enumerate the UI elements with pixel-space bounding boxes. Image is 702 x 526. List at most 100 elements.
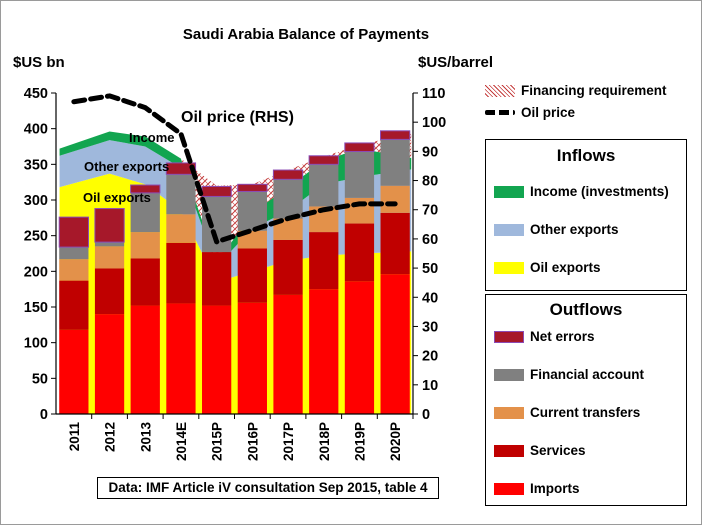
income-annotation: Income xyxy=(129,130,175,145)
bar-financial-account xyxy=(309,164,339,207)
oil-price-layer xyxy=(71,93,398,245)
y-tick-label-right: 80 xyxy=(422,174,438,190)
bar-net-errors xyxy=(272,169,304,180)
bar-financial-account xyxy=(237,191,267,231)
swatch-icon xyxy=(494,482,524,495)
legend-label: Income (investments) xyxy=(530,184,669,199)
legend-label: Other exports xyxy=(530,222,619,237)
y-tick-label-right: 0 xyxy=(422,407,430,423)
legend-label: Financial account xyxy=(530,367,645,382)
y-tick-label-right: 100 xyxy=(422,115,446,131)
legend-inflows: Inflows Income (investments) Other expor… xyxy=(485,139,687,291)
y-tick-label-left: 450 xyxy=(24,86,48,102)
legend-item-income: Income (investments) xyxy=(494,184,669,199)
bar-financial-account xyxy=(380,139,410,186)
y-tick-label-left: 200 xyxy=(24,264,48,280)
x-tick-label: 2018P xyxy=(317,422,332,461)
y-tick-label-left: 50 xyxy=(32,371,48,387)
bar-services xyxy=(130,258,160,306)
legend-outflows-title: Outflows xyxy=(549,300,623,319)
x-tick-label: 2017P xyxy=(281,422,296,461)
bar-net-errors xyxy=(130,184,161,194)
legend-item-oil-price: Oil price xyxy=(485,105,575,120)
bar-services xyxy=(380,212,410,275)
swatch-icon xyxy=(494,223,524,236)
bar-imports xyxy=(130,305,160,414)
bar-current-transfers xyxy=(130,232,160,259)
bar-services xyxy=(94,268,125,315)
y-tick-label-right: 90 xyxy=(422,144,438,160)
bar-imports xyxy=(94,314,125,414)
bar-services xyxy=(344,223,375,282)
swatch-icon xyxy=(494,185,524,198)
bar-financial-account xyxy=(59,247,89,260)
legend-item-other-exports: Other exports xyxy=(494,222,619,237)
bar-imports xyxy=(202,305,232,414)
bar-net-errors xyxy=(201,185,232,197)
bar-current-transfers xyxy=(273,218,303,240)
legend-item-oil-exports: Oil exports xyxy=(494,260,601,275)
bar-services xyxy=(166,242,196,304)
bar-current-transfers xyxy=(59,259,89,281)
y-tick-label-left: 150 xyxy=(24,300,48,316)
y-tick-label-right: 10 xyxy=(422,378,438,394)
y-tick-label-left: 250 xyxy=(24,229,48,245)
bar-services xyxy=(309,232,339,290)
bar-financial-account xyxy=(273,179,303,219)
oil-exports-annotation: Oil exports xyxy=(83,190,151,205)
bar-net-errors xyxy=(58,216,89,248)
legend-label: Imports xyxy=(530,481,580,496)
bar-imports xyxy=(166,303,196,414)
y-tick-label-right: 20 xyxy=(422,349,438,365)
bar-imports xyxy=(344,281,375,414)
x-tick-label: 2019P xyxy=(352,422,367,461)
bar-services xyxy=(59,280,89,330)
swatch-icon xyxy=(494,406,524,419)
bar-current-transfers xyxy=(380,185,410,213)
y-axis-right-label: $US/barrel xyxy=(418,54,493,71)
swatch-icon xyxy=(494,444,524,457)
bar-net-errors xyxy=(344,142,375,152)
oil-price-line xyxy=(71,93,398,245)
dashed-line-swatch-icon xyxy=(485,110,515,115)
bar-net-errors xyxy=(237,183,268,192)
y-tick-label-right: 60 xyxy=(422,232,438,248)
bar-net-errors xyxy=(94,208,125,243)
bar-net-errors xyxy=(308,155,339,165)
legend-label: Services xyxy=(530,443,586,458)
legend-outflows: Outflows Net errors Financial account Cu… xyxy=(485,294,687,506)
bar-financial-account xyxy=(344,151,375,198)
other-exports-annotation: Other exports xyxy=(84,159,169,174)
bar-financial-account xyxy=(166,174,196,215)
bar-net-errors xyxy=(165,162,197,175)
bar-imports xyxy=(309,289,339,414)
legend-item-services: Services xyxy=(494,443,586,458)
legend-item-net-errors: Net errors xyxy=(494,329,595,344)
swatch-icon xyxy=(494,330,524,343)
y-tick-label-right: 50 xyxy=(422,261,438,277)
swatch-icon xyxy=(494,368,524,381)
chart-title: Saudi Arabia Balance of Payments xyxy=(183,26,429,43)
source-note: Data: IMF Article iV consultation Sep 20… xyxy=(97,477,439,499)
legend-label: Net errors xyxy=(530,329,595,344)
area-financing-requirement xyxy=(59,131,412,263)
legend-inflows-title: Inflows xyxy=(556,146,616,165)
bar-net-errors xyxy=(380,130,411,140)
x-tick-label: 2015P xyxy=(210,422,225,461)
bar-financial-account xyxy=(130,192,160,233)
legend-label: Current transfers xyxy=(530,405,641,420)
y-tick-label-left: 100 xyxy=(24,336,48,352)
y-tick-label-left: 350 xyxy=(24,157,48,173)
legend-item-imports: Imports xyxy=(494,481,580,496)
y-tick-label-right: 110 xyxy=(422,86,445,102)
axes-layer: 0 50 100 150 200 250 300 350 400 450 0 10 20 30 40 50 60… xyxy=(24,86,446,461)
y-tick-label-right: 70 xyxy=(422,203,438,219)
legend-label: Oil exports xyxy=(530,260,601,275)
hatch-swatch-icon xyxy=(485,84,515,97)
x-tick-label: 2020P xyxy=(388,422,403,461)
x-tick-label: 2012 xyxy=(103,422,118,452)
legend-item-financial-account: Financial account xyxy=(494,367,644,382)
x-tick-label: 2013 xyxy=(138,422,153,453)
